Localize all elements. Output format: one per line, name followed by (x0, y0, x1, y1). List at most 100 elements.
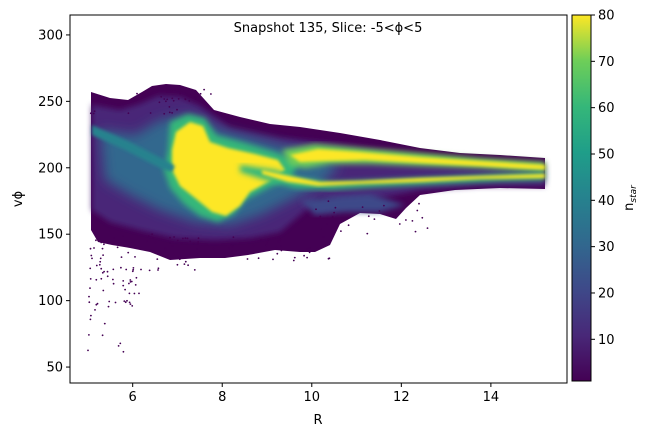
sparse-star (166, 98, 169, 101)
sparse-star (306, 247, 308, 250)
sparse-star (266, 242, 268, 245)
sparse-star (196, 248, 198, 251)
sparse-star (96, 302, 99, 305)
sparse-star (266, 240, 269, 243)
colorbar-label: nstar (622, 184, 639, 211)
x-tick-label: 12 (393, 390, 410, 405)
sparse-star (246, 258, 249, 260)
sparse-star (101, 271, 104, 274)
sparse-star (210, 93, 212, 95)
sparse-star (378, 210, 381, 212)
sparse-star (102, 289, 105, 292)
sparse-star (160, 95, 163, 98)
sparse-star (328, 257, 331, 260)
sparse-star (231, 245, 234, 248)
sparse-star (100, 241, 103, 244)
sparse-star (89, 287, 91, 289)
sparse-star (89, 278, 92, 280)
sparse-star (124, 288, 126, 291)
sparse-star (176, 256, 179, 258)
sparse-star (279, 238, 282, 241)
sparse-star (373, 218, 376, 221)
sparse-star (319, 227, 322, 230)
sparse-star (133, 292, 136, 295)
chart-title: Snapshot 135, Slice: -5<ϕ<5 (234, 21, 423, 36)
sparse-star (163, 98, 166, 100)
sparse-star (89, 247, 92, 250)
sparse-star (107, 305, 110, 308)
sparse-star (90, 254, 93, 257)
sparse-star (116, 246, 119, 249)
sparse-star (366, 232, 369, 235)
sparse-star (166, 253, 169, 256)
sparse-star (158, 250, 161, 252)
sparse-star (260, 238, 262, 241)
sparse-star (134, 256, 136, 258)
sparse-star (114, 301, 117, 304)
sparse-star (146, 93, 149, 96)
sparse-star (98, 263, 101, 266)
sparse-star (411, 220, 414, 222)
sparse-star (197, 241, 200, 243)
sparse-star (426, 227, 429, 230)
sparse-star (147, 235, 150, 237)
sparse-star (179, 92, 181, 95)
sparse-star (316, 247, 319, 250)
sparse-star (195, 97, 197, 100)
y-axis-label: vϕ (11, 191, 26, 207)
sparse-star (148, 269, 151, 272)
sparse-star (361, 206, 364, 209)
sparse-star (228, 247, 231, 250)
sparse-star (128, 301, 131, 304)
sparse-star (158, 101, 161, 104)
sparse-star (416, 209, 419, 212)
sparse-star (151, 233, 154, 236)
density-streak-left (92, 125, 175, 172)
sparse-star (319, 215, 322, 218)
sparse-star (187, 264, 190, 267)
sparse-star (140, 268, 142, 271)
colorbar-tick-label: 50 (598, 147, 615, 162)
sparse-star (178, 89, 181, 92)
sparse-star (94, 309, 96, 311)
sparse-star (95, 278, 98, 281)
sparse-star (129, 303, 132, 305)
y-tick-label: 300 (38, 28, 63, 43)
x-tick-label: 14 (483, 390, 500, 405)
colorbar-axis: 10 20 30 40 50 60 70 80 (591, 9, 615, 348)
plot-frame (69, 14, 568, 384)
sparse-star (230, 244, 232, 246)
sparse-star (176, 263, 179, 266)
sparse-star (190, 93, 193, 95)
sparse-star (186, 237, 189, 240)
sparse-star (293, 256, 296, 259)
sparse-star (90, 314, 92, 317)
sparse-star (199, 92, 202, 95)
sparse-star (95, 303, 98, 306)
sparse-star (130, 280, 133, 283)
y-tick-label: 150 (38, 228, 63, 243)
sparse-star (231, 253, 234, 256)
sparse-star (277, 240, 279, 243)
sparse-star (112, 282, 115, 285)
sparse-star (151, 237, 154, 239)
sparse-star (398, 223, 401, 225)
sparse-star (276, 252, 279, 255)
sparse-star (119, 342, 122, 345)
sparse-star (93, 247, 95, 249)
sparse-star (414, 230, 417, 233)
sparse-star (180, 242, 183, 245)
sparse-star (95, 239, 97, 242)
sparse-star (149, 112, 152, 114)
sparse-star (172, 99, 175, 102)
sparse-star (170, 89, 173, 92)
sparse-star (154, 241, 157, 244)
sparse-star (124, 301, 127, 304)
sparse-star (405, 219, 407, 221)
sparse-star (280, 249, 283, 252)
sparse-star (127, 251, 130, 254)
sparse-star (163, 112, 166, 115)
sparse-star (183, 263, 186, 265)
sparse-star (232, 236, 235, 239)
sparse-star (326, 223, 328, 226)
